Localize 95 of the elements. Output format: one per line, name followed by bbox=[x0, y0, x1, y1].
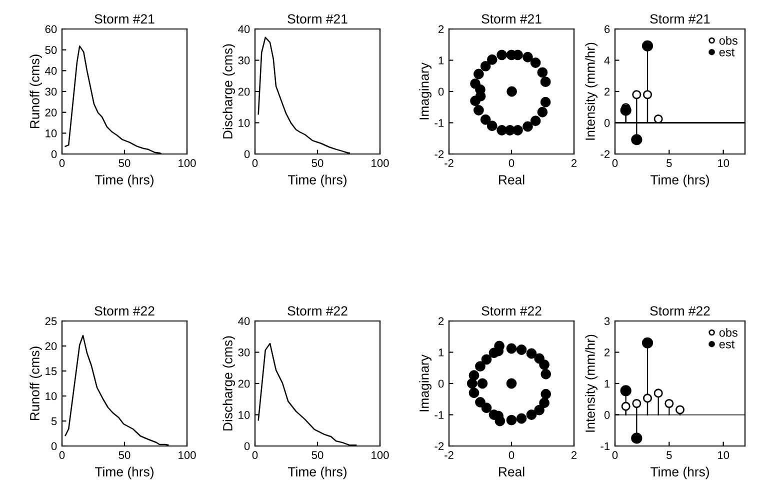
x-tick-label: 0 bbox=[612, 451, 618, 460]
chart-title: Storm #22 bbox=[650, 306, 710, 316]
y-tick-label: 0 bbox=[51, 442, 57, 450]
chart-title: Storm #21 bbox=[94, 14, 154, 24]
x-tick-label: 100 bbox=[178, 451, 196, 460]
x-axis-title: Real bbox=[499, 174, 524, 184]
y-tick-label: 1 bbox=[438, 348, 444, 356]
y-tick-label: 40 bbox=[238, 317, 250, 326]
x-tick-label: 100 bbox=[372, 159, 389, 168]
y-tick-label: 0 bbox=[244, 442, 250, 450]
x-tick-label: 2 bbox=[571, 159, 577, 167]
chart-title: Storm #22 bbox=[288, 306, 348, 316]
y-axis-title: Imaginary bbox=[419, 354, 432, 412]
x-axis-title: Time (hrs) bbox=[288, 466, 346, 480]
x-tick-label: 50 bbox=[118, 159, 130, 168]
y-tick-label: 20 bbox=[238, 88, 250, 96]
x-tick-label: 5 bbox=[666, 159, 672, 168]
y-tick-label: 5 bbox=[51, 417, 57, 426]
x-tick-label: 100 bbox=[372, 451, 389, 460]
y-axis-title: Intensity (mm/hr) bbox=[585, 42, 598, 140]
chart-title: Storm #21 bbox=[288, 14, 348, 24]
y-axis-title: Discharge (cms) bbox=[222, 44, 236, 138]
chart-title: Storm #21 bbox=[650, 14, 710, 24]
y-tick-label: 20 bbox=[45, 342, 57, 350]
x-axis-title: Time (hrs) bbox=[650, 466, 709, 480]
y-tick-label: -1 bbox=[434, 119, 444, 127]
legend-label: est bbox=[719, 340, 735, 348]
x-tick-label: 0 bbox=[612, 159, 618, 168]
x-tick-label: 0 bbox=[59, 451, 65, 460]
x-axis-title: Real bbox=[499, 466, 524, 476]
y-tick-label: 10 bbox=[46, 392, 57, 400]
y-tick-label: 2 bbox=[604, 88, 610, 96]
y-tick-label: 10 bbox=[238, 119, 250, 127]
x-tick-label: 5 bbox=[666, 451, 672, 460]
chart-title: Storm #21 bbox=[482, 14, 542, 24]
y-tick-label: 1 bbox=[438, 56, 444, 64]
y-tick-label: 1 bbox=[604, 380, 610, 388]
x-tick-label: 50 bbox=[312, 451, 324, 460]
y-tick-label: 0 bbox=[438, 380, 444, 388]
y-tick-label: 2 bbox=[438, 317, 444, 326]
y-tick-label: 0 bbox=[438, 88, 444, 96]
y-tick-label: 0 bbox=[244, 150, 250, 158]
y-tick-label: 20 bbox=[238, 380, 250, 388]
x-tick-label: 0 bbox=[508, 159, 514, 168]
x-tick-label: 0 bbox=[252, 159, 258, 168]
x-tick-label: 0 bbox=[59, 159, 65, 168]
legend-label: est bbox=[719, 48, 735, 56]
y-tick-label: 25 bbox=[45, 317, 57, 326]
y-axis-title: Intensity (mm/hr) bbox=[585, 334, 598, 432]
x-axis-title: Time (hrs) bbox=[94, 174, 154, 188]
y-tick-label: 3 bbox=[604, 317, 610, 326]
legend-label: obs bbox=[719, 328, 738, 337]
legend-label: obs bbox=[719, 36, 738, 45]
y-axis-title: Imaginary bbox=[419, 62, 432, 120]
y-tick-label: 30 bbox=[45, 88, 57, 96]
y-tick-label: 0 bbox=[51, 150, 57, 158]
chart-title: Storm #22 bbox=[94, 306, 154, 316]
y-tick-label: 10 bbox=[238, 411, 250, 419]
y-tick-label: 40 bbox=[238, 25, 250, 34]
y-tick-label: 6 bbox=[604, 25, 610, 34]
y-tick-label: 0 bbox=[604, 119, 610, 127]
y-tick-label: 4 bbox=[604, 56, 610, 64]
x-tick-label: -2 bbox=[444, 159, 454, 167]
x-tick-label: 50 bbox=[312, 159, 324, 168]
y-tick-label: 40 bbox=[45, 66, 57, 75]
y-axis-title: Runoff (cms) bbox=[30, 54, 42, 128]
x-tick-label: 0 bbox=[508, 451, 514, 460]
x-tick-label: -2 bbox=[444, 451, 454, 459]
y-axis-title: Runoff (cms) bbox=[30, 346, 42, 420]
y-tick-label: 50 bbox=[45, 46, 57, 54]
x-tick-label: 50 bbox=[118, 451, 130, 460]
x-tick-label: 100 bbox=[178, 159, 196, 168]
y-tick-label: 2 bbox=[438, 25, 444, 34]
x-axis-title: Time (hrs) bbox=[650, 174, 709, 188]
y-tick-label: -2 bbox=[600, 150, 610, 158]
y-axis-title: Discharge (cms) bbox=[222, 336, 236, 430]
y-tick-label: 0 bbox=[604, 411, 610, 419]
y-tick-label: -2 bbox=[434, 442, 444, 450]
x-axis-title: Time (hrs) bbox=[94, 466, 154, 480]
x-tick-label: 10 bbox=[718, 451, 730, 460]
y-tick-label: -2 bbox=[434, 150, 444, 158]
y-tick-label: 30 bbox=[238, 348, 250, 356]
y-tick-label: -1 bbox=[600, 442, 610, 450]
y-tick-label: 30 bbox=[238, 56, 250, 64]
y-tick-label: 10 bbox=[46, 129, 57, 138]
y-tick-label: 60 bbox=[45, 25, 57, 34]
y-tick-label: -1 bbox=[434, 411, 444, 419]
y-tick-label: 15 bbox=[46, 367, 57, 376]
x-tick-label: 2 bbox=[571, 451, 577, 459]
x-axis-title: Time (hrs) bbox=[288, 174, 346, 188]
x-tick-label: 0 bbox=[252, 451, 258, 460]
y-tick-label: 2 bbox=[604, 348, 610, 356]
y-tick-label: 20 bbox=[45, 108, 57, 116]
x-tick-label: 10 bbox=[718, 159, 730, 168]
chart-title: Storm #22 bbox=[482, 306, 542, 316]
